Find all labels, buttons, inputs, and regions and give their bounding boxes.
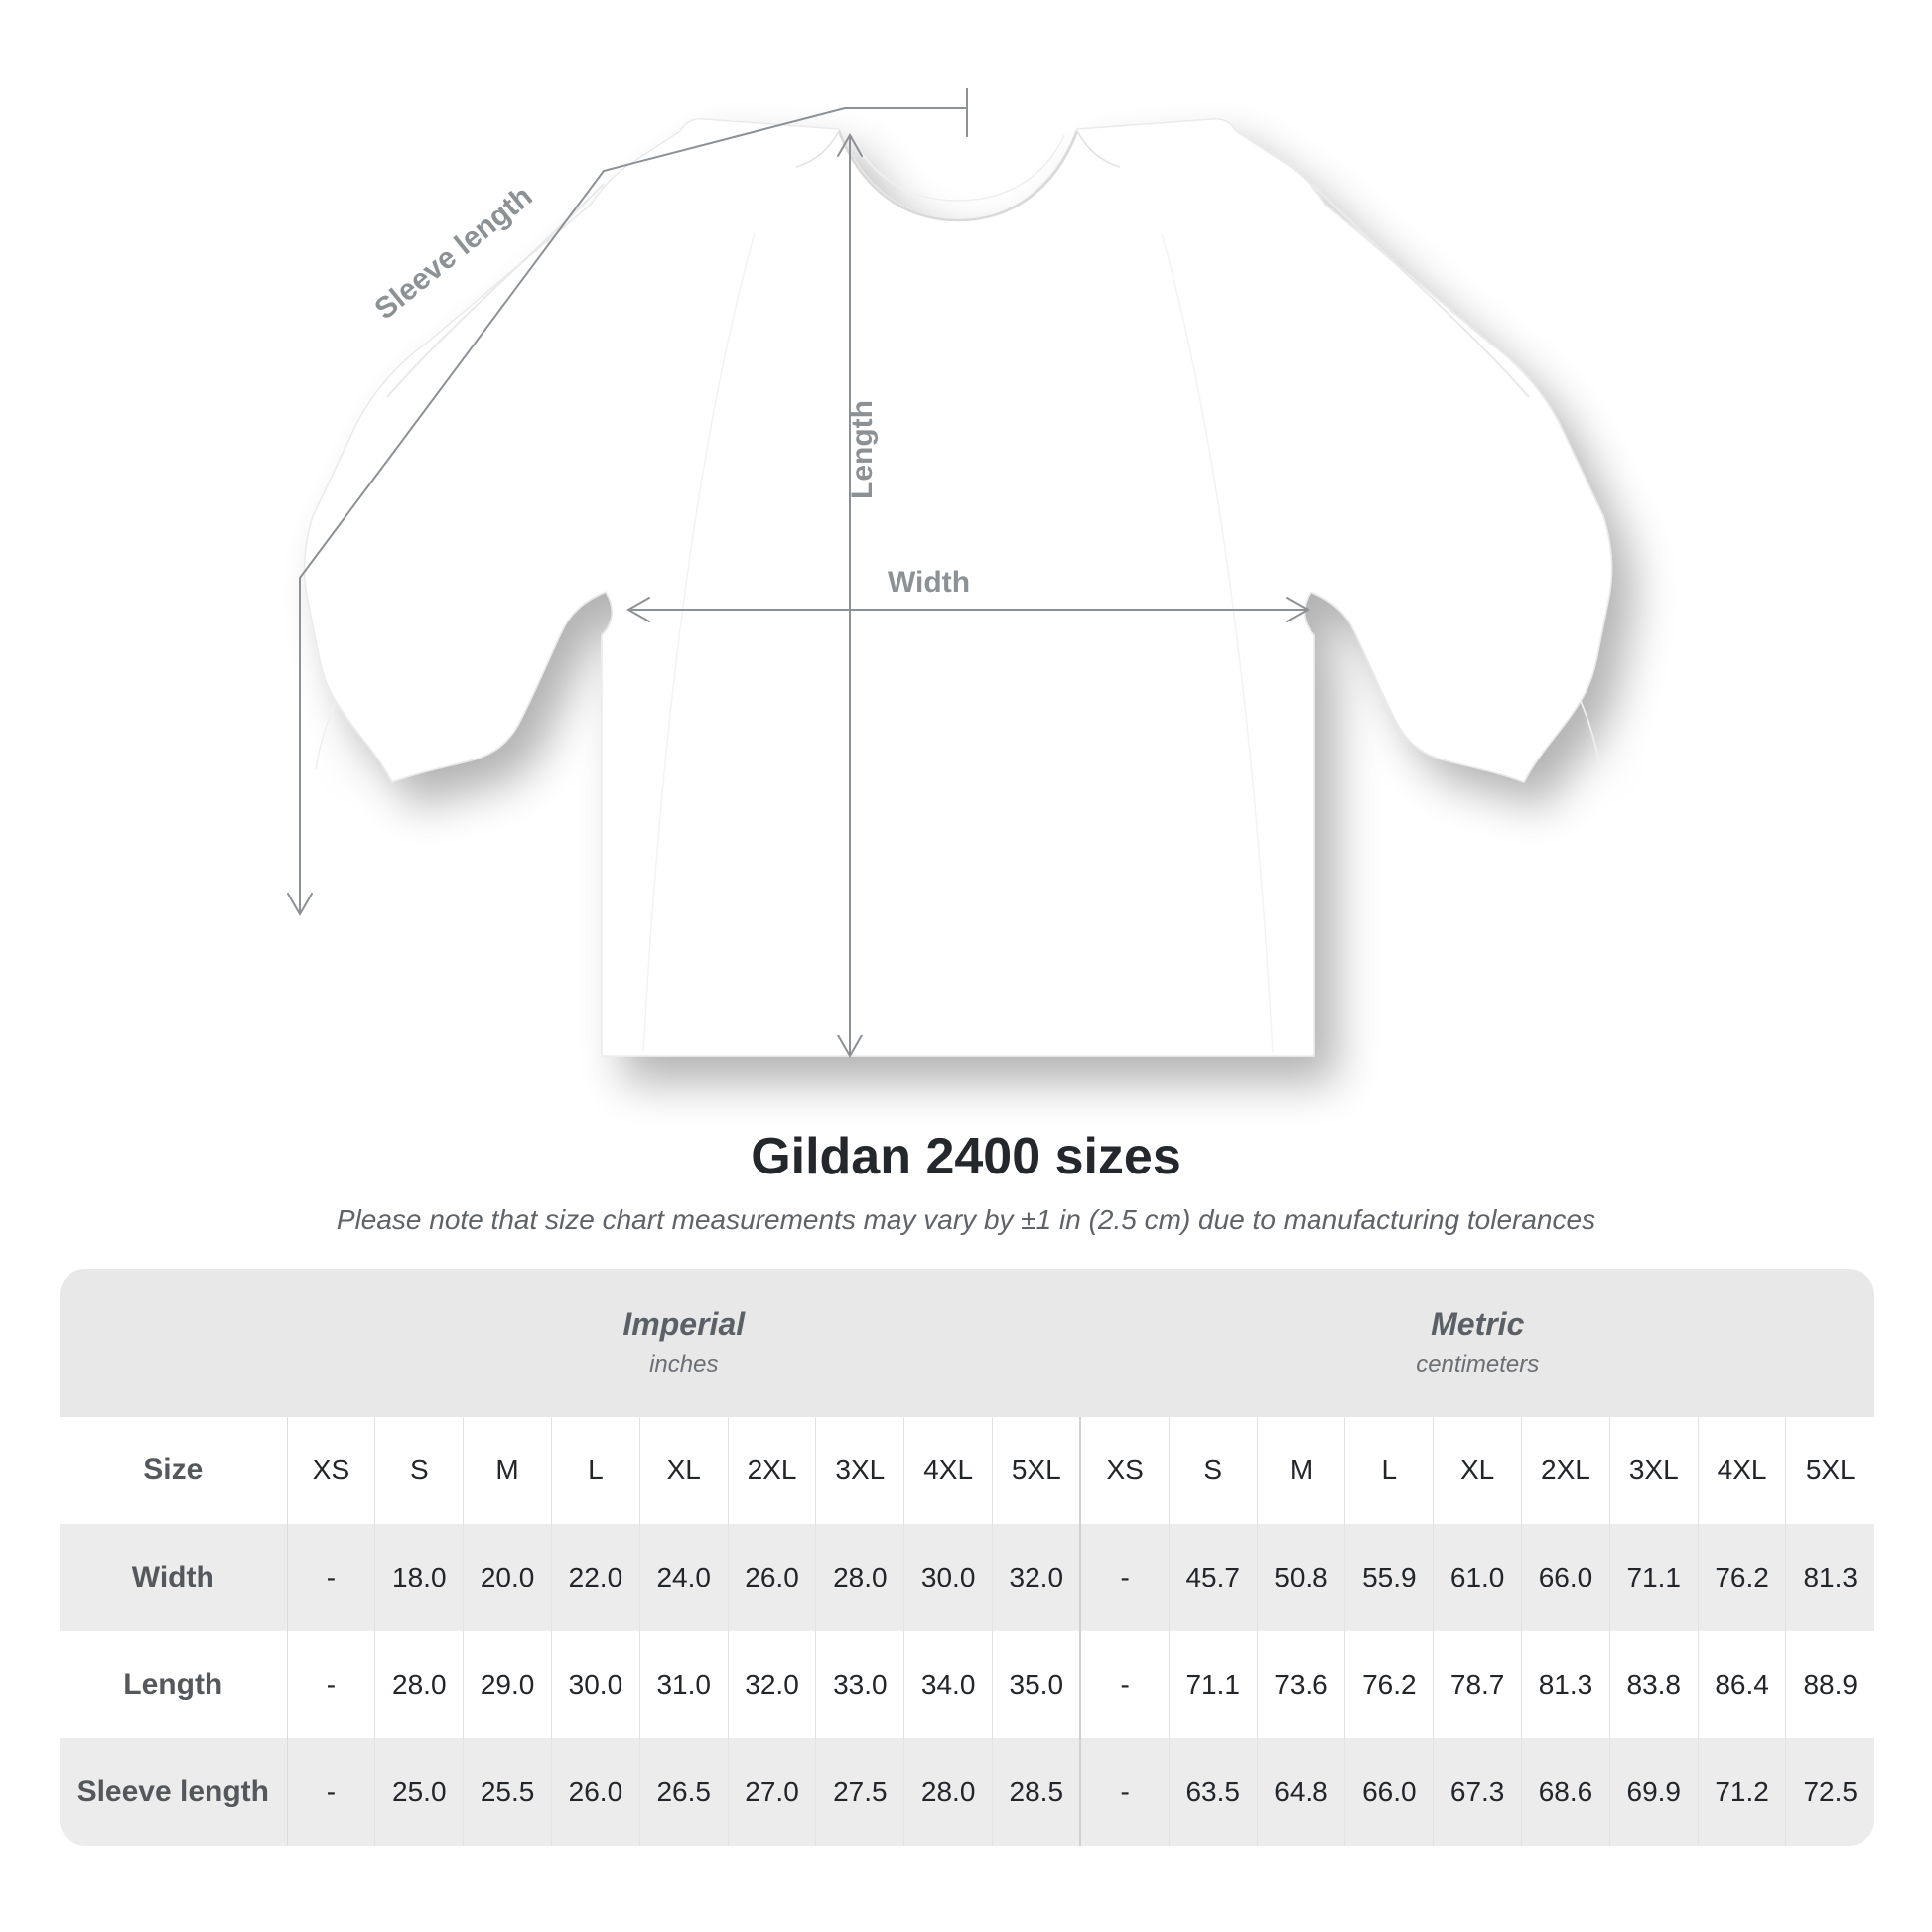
- svg-text:Length: Length: [846, 400, 879, 499]
- svg-text:Width: Width: [888, 566, 970, 599]
